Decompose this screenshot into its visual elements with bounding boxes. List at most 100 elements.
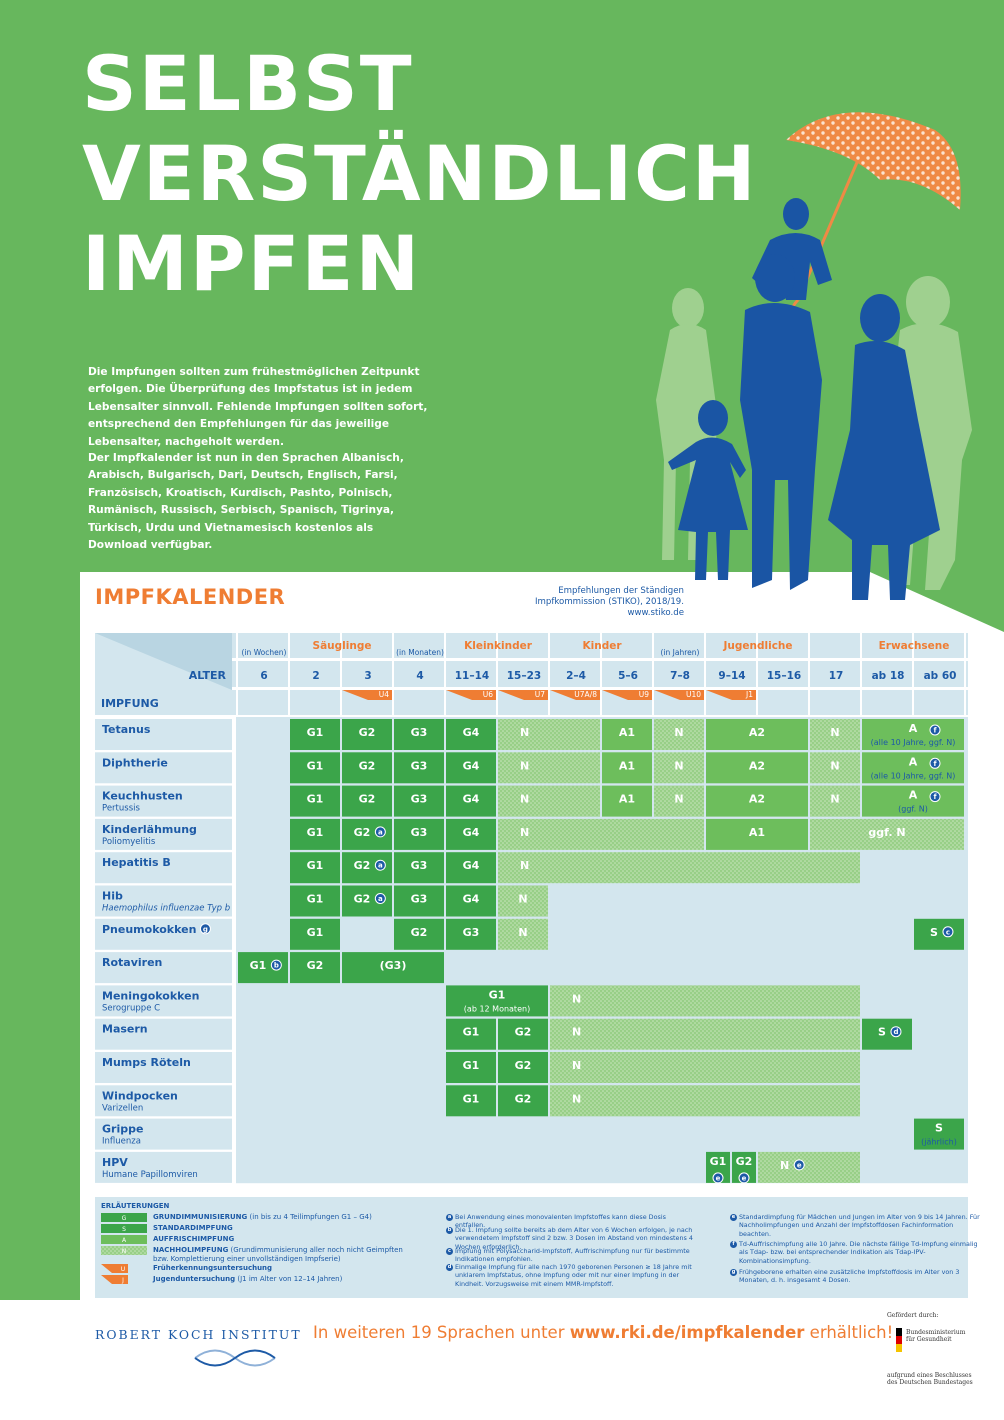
cell-label: G2 <box>307 959 324 972</box>
cell-label: S <box>935 1122 943 1135</box>
exam-label: U6 <box>483 690 493 699</box>
cell-label: A2 <box>749 759 765 772</box>
vaccination-cell <box>810 818 964 850</box>
vaccine-subtitle: Serogruppe C <box>102 1003 160 1013</box>
vaccination-cell <box>394 918 444 950</box>
source: Empfehlungen der Ständigen Impfkommissio… <box>535 586 684 619</box>
title-line: SELBST <box>82 39 414 128</box>
column-sep <box>392 633 394 715</box>
cell-label: N <box>830 726 839 739</box>
vaccination-cell <box>862 752 964 784</box>
legend-code: A <box>122 1237 127 1244</box>
cell-label: G3 <box>411 826 428 839</box>
vaccination-cell <box>498 1052 548 1083</box>
cell-label: G1 <box>463 1026 480 1039</box>
cell-label: G1 <box>307 859 324 872</box>
legend-text: STANDARDIMPFUNG <box>153 1224 413 1233</box>
note-marker <box>374 859 386 871</box>
vaccination-cell <box>394 852 444 884</box>
row-label-bg <box>95 818 232 850</box>
exam-flag <box>498 690 548 700</box>
vaccination-cell <box>550 1018 860 1050</box>
exam-label: U10 <box>686 690 701 699</box>
exam-label: J1 <box>745 690 753 699</box>
vaccination-cell <box>602 719 652 750</box>
vaccine-name: Kinderlähmung <box>102 823 197 836</box>
vaccination-cell <box>290 918 340 950</box>
vaccination-cell <box>550 1052 860 1083</box>
vaccination-cell <box>758 1151 860 1183</box>
age-group: Kinder <box>582 640 622 652</box>
column-sep <box>288 633 290 715</box>
row-label-bg <box>95 852 232 884</box>
footnote-letter: c <box>446 1248 453 1255</box>
intro-text: Der Impfkalender ist nun in den Sprachen… <box>88 452 404 552</box>
exam-label: U9 <box>639 690 649 699</box>
cell-label: N <box>520 759 529 772</box>
age: 15–23 <box>507 670 541 682</box>
note-letter: a <box>378 862 383 870</box>
cta-url[interactable]: www.rki.de/impfkalender <box>569 1323 805 1342</box>
cell-label: A1 <box>749 826 765 839</box>
cell-label: G4 <box>463 759 480 772</box>
vaccination-cell <box>914 1118 964 1150</box>
note-marker <box>793 1159 805 1171</box>
vaccination-cell <box>602 752 652 784</box>
footnote-letter: e <box>730 1214 737 1221</box>
source-line: Impfkommission (STIKO), 2018/19. <box>535 597 684 607</box>
vaccination-cell <box>654 719 704 750</box>
vaccination-cell <box>394 785 444 817</box>
institute: ROBERT KOCH INSTITUT <box>95 1327 302 1342</box>
age-group: Säuglinge <box>313 640 372 652</box>
exam-flag <box>706 690 756 700</box>
vaccine-name: HPV <box>102 1156 128 1169</box>
note-letter: d <box>893 1028 898 1036</box>
cell-label: G4 <box>463 793 480 806</box>
cell-label: N <box>674 759 683 772</box>
legend-swatch <box>101 1235 147 1244</box>
vaccination-cell <box>810 752 860 784</box>
note-marker <box>374 826 386 838</box>
cell-label: A2 <box>749 726 765 739</box>
footnote-letter: a <box>446 1214 453 1221</box>
note-letter: c <box>946 928 950 936</box>
vaccine-name: Grippe <box>102 1123 143 1136</box>
age-unit: (in Monaten) <box>396 648 444 657</box>
flag <box>896 1328 902 1352</box>
vaccination-cell <box>446 1018 496 1050</box>
age: 7–8 <box>670 670 690 682</box>
legend-title: ERLÄUTERUNGEN <box>101 1201 170 1210</box>
footnote: a Bei Anwendung eines monovalenten Impfst… <box>446 1213 696 1230</box>
cell-label: G1 <box>463 1059 480 1072</box>
source-line: Empfehlungen der Ständigen <box>558 586 684 596</box>
vaccine-name: Tetanus <box>102 723 151 736</box>
footnote-text: Standardimpfung für Mädchen und Jungen i… <box>739 1213 980 1238</box>
age-unit: (in Jahren) <box>661 648 700 657</box>
white-panel-foot <box>0 1300 80 1420</box>
vaccination-cell <box>446 752 496 784</box>
legend-code: U <box>121 1266 125 1273</box>
cell-label: A1 <box>619 726 635 739</box>
vaccination-cell <box>862 719 964 750</box>
age: 11–14 <box>455 670 489 682</box>
age: 3 <box>364 670 371 682</box>
cell-label: G4 <box>463 826 480 839</box>
age: 2–4 <box>566 670 586 682</box>
cell-label: (G3) <box>380 959 407 972</box>
vaccination-cell <box>498 852 860 884</box>
cell-label: G4 <box>463 893 480 906</box>
vaccination-cell <box>446 985 548 1017</box>
cell-label: N <box>572 992 581 1005</box>
cell-label: G1 <box>307 826 324 839</box>
legend-flag <box>101 1275 128 1284</box>
header-bg <box>95 633 968 715</box>
vaccination-cell <box>862 785 964 817</box>
vaccination-cell <box>498 719 600 750</box>
age-group: Jugendliche <box>722 640 792 652</box>
cell-label: G2 <box>354 826 371 839</box>
column-sep <box>548 633 550 715</box>
vaccination-cell <box>342 952 444 984</box>
legend-text: Jugenduntersuchung (J1 im Alter von 12–1… <box>153 1275 413 1284</box>
